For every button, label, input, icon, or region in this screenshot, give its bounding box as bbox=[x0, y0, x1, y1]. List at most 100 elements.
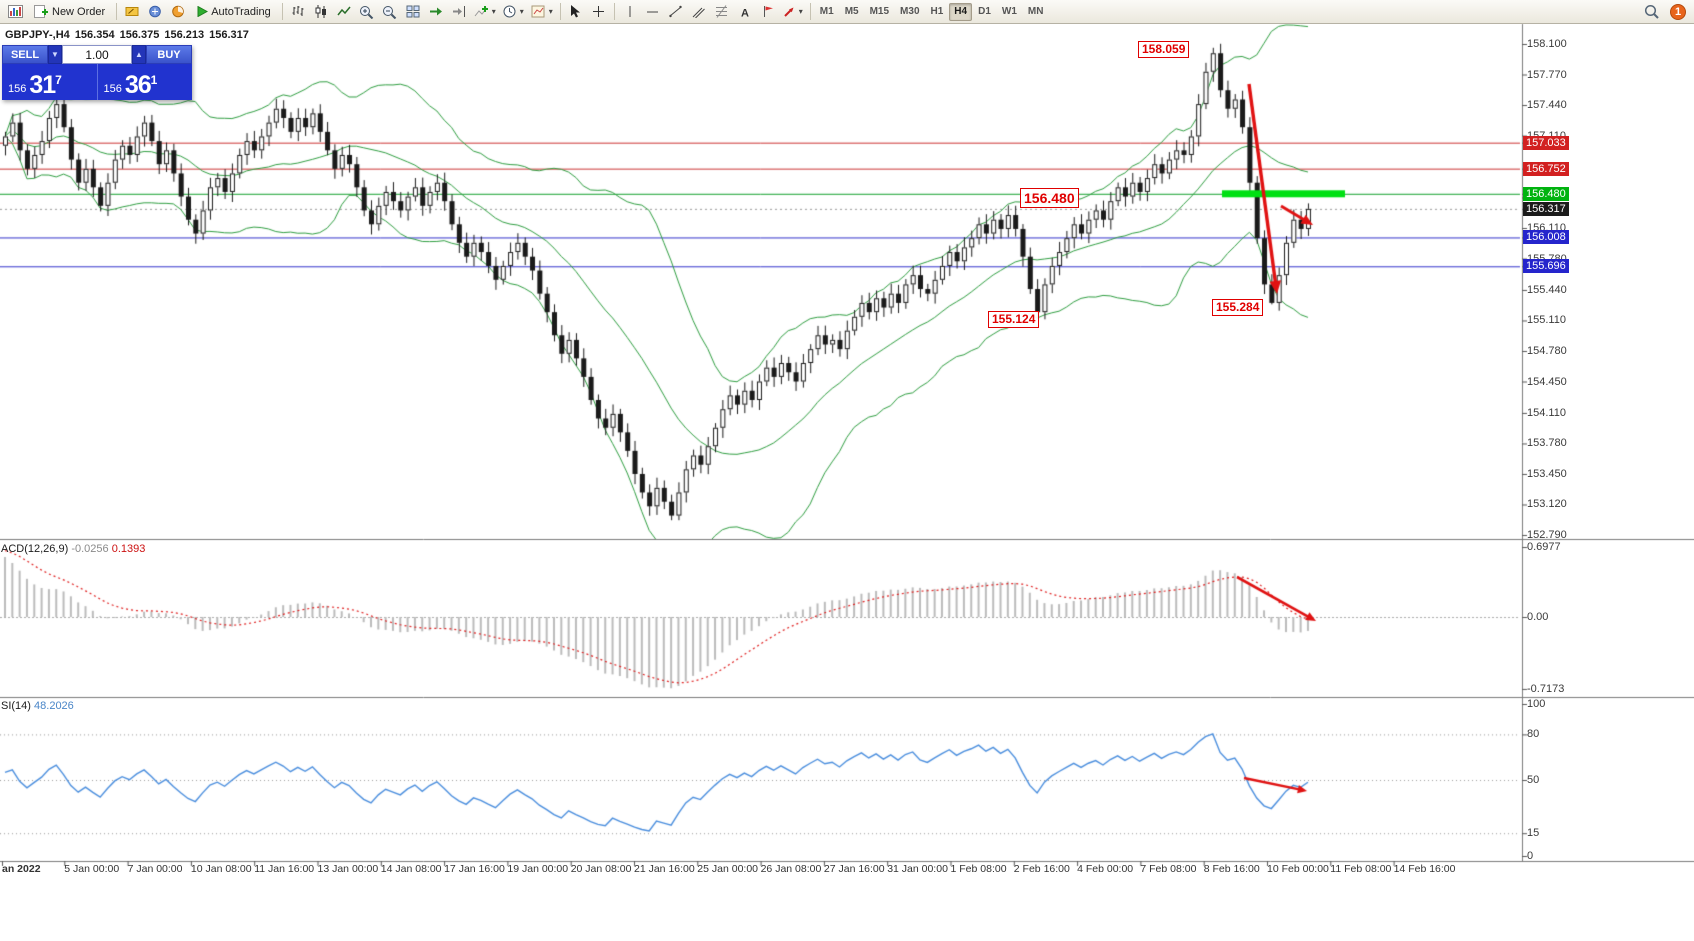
chart-ohlc-header: GBPJPY-,H4 156.354 156.375 156.213 156.317 bbox=[5, 29, 254, 41]
bid-pip: 7 bbox=[55, 73, 62, 87]
metaeditor-icon bbox=[125, 7, 139, 16]
high-value: 156.375 bbox=[119, 29, 160, 41]
toolbar-separator bbox=[613, 3, 615, 20]
price-annotation[interactable]: 155.284 bbox=[1212, 299, 1264, 316]
buy-button[interactable]: BUY bbox=[146, 45, 192, 64]
crosshair-icon bbox=[593, 6, 605, 17]
zoom-out-button[interactable] bbox=[379, 2, 401, 22]
time-axis-label: 26 Jan 08:00 bbox=[760, 863, 822, 875]
periods-button[interactable]: ▾ bbox=[500, 2, 527, 22]
line-chart-button[interactable] bbox=[333, 2, 355, 22]
strategy-tester-button[interactable] bbox=[144, 2, 166, 22]
timeframe-m15-button[interactable]: M15 bbox=[869, 5, 890, 17]
new-order-button[interactable]: New Order bbox=[27, 2, 112, 22]
one-click-trading-panel: SELL ▼ 1.00 ▲ BUY 156 31 7 156 36 1 bbox=[2, 45, 192, 100]
horizontal-line-button[interactable] bbox=[642, 2, 664, 22]
autotrading-label: AutoTrading bbox=[211, 5, 271, 18]
tile-windows-button[interactable] bbox=[402, 2, 424, 22]
time-axis-label: 7 Feb 08:00 bbox=[1140, 863, 1197, 875]
rsi-indicator-label: SI(14) 48.2026 bbox=[1, 700, 74, 712]
timeframe-h1-button[interactable]: H1 bbox=[930, 5, 944, 17]
time-axis-label: 1 Feb 08:00 bbox=[950, 863, 1007, 875]
price-annotation[interactable]: 156.480 bbox=[1020, 188, 1079, 208]
horizontal-line-icon bbox=[647, 11, 659, 12]
bar-chart-icon bbox=[292, 6, 304, 16]
indicators-icon bbox=[474, 6, 488, 17]
candlestick-chart-button[interactable] bbox=[310, 2, 332, 22]
timeframe-d1-button[interactable]: D1 bbox=[978, 5, 991, 17]
text-tool-button[interactable]: A bbox=[734, 2, 756, 22]
trendline-icon bbox=[669, 5, 682, 18]
equidistant-channel-button[interactable] bbox=[688, 2, 710, 22]
price-annotation[interactable]: 158.059 bbox=[1138, 41, 1190, 58]
price-axis-label: 153.120 bbox=[1527, 498, 1567, 511]
notification-badge[interactable]: 1 bbox=[1670, 3, 1686, 20]
options-button[interactable] bbox=[167, 2, 189, 22]
templates-icon bbox=[531, 5, 545, 18]
fibonacci-button[interactable] bbox=[711, 2, 733, 22]
time-axis-label: 17 Jan 16:00 bbox=[444, 863, 505, 875]
symbol-period-label: GBPJPY-,H4 bbox=[5, 29, 70, 41]
auto-scroll-button[interactable] bbox=[425, 2, 447, 22]
toolbar-separator bbox=[809, 3, 811, 20]
price-axis-label: 158.100 bbox=[1527, 38, 1567, 50]
zoom-in-button[interactable] bbox=[356, 2, 378, 22]
timeframe-mn-button[interactable]: MN bbox=[1027, 5, 1044, 17]
price-axis-label: 156.008 bbox=[1523, 230, 1569, 245]
text-label-button[interactable] bbox=[757, 2, 779, 22]
sell-button[interactable]: SELL bbox=[2, 45, 48, 64]
price-axis-label: 156.480 bbox=[1523, 186, 1569, 201]
rsi-axis-label: 100 bbox=[1527, 698, 1546, 710]
templates-button[interactable]: ▾ bbox=[528, 2, 556, 22]
rsi-axis-label: 0 bbox=[1527, 850, 1534, 862]
new-order-icon bbox=[34, 5, 48, 18]
trendline-button[interactable] bbox=[665, 2, 687, 22]
timeframe-m30-button[interactable]: M30 bbox=[900, 5, 920, 17]
price-axis-label: 154.780 bbox=[1527, 344, 1567, 357]
rsi-axis-label: 50 bbox=[1527, 774, 1540, 786]
time-axis-label: 19 Jan 00:00 bbox=[507, 863, 569, 875]
search-button[interactable] bbox=[1641, 2, 1663, 22]
price-axis-label: 154.110 bbox=[1527, 406, 1566, 419]
toolbar-separator bbox=[116, 3, 118, 20]
chart-shift-button[interactable] bbox=[448, 2, 470, 22]
timeframe-h4-button[interactable]: H4 bbox=[949, 2, 973, 21]
price-annotation[interactable]: 155.124 bbox=[988, 311, 1040, 328]
open-value: 156.354 bbox=[74, 29, 115, 41]
crosshair-button[interactable] bbox=[588, 2, 610, 22]
trade-panel-prices: 156 31 7 156 36 1 bbox=[2, 64, 192, 100]
volume-increase-button[interactable]: ▲ bbox=[132, 45, 146, 64]
toolbar-separator bbox=[559, 3, 561, 20]
metaeditor-button[interactable] bbox=[121, 2, 143, 22]
price-axis-label: 152.790 bbox=[1527, 528, 1567, 541]
ask-pip: 1 bbox=[150, 73, 158, 87]
price-axis-label: 155.110 bbox=[1527, 314, 1566, 327]
volume-input[interactable]: 1.00 bbox=[62, 45, 132, 64]
bid-price[interactable]: 156 31 7 bbox=[2, 64, 97, 100]
time-axis-label: 25 Jan 00:00 bbox=[697, 863, 759, 875]
price-axis-label: 156.752 bbox=[1523, 161, 1569, 176]
arrows-tool-button[interactable]: ▾ bbox=[780, 2, 806, 22]
chart-shift-icon bbox=[452, 6, 465, 17]
svg-text:A: A bbox=[741, 7, 749, 18]
price-axis-label: 157.440 bbox=[1527, 99, 1567, 112]
timeframe-w1-button[interactable]: W1 bbox=[1001, 5, 1017, 17]
ask-price[interactable]: 156 36 1 bbox=[96, 64, 192, 100]
new-chart-button[interactable] bbox=[4, 2, 26, 22]
bar-chart-button[interactable] bbox=[287, 2, 309, 22]
ask-main: 156 bbox=[103, 83, 122, 95]
vertical-line-button[interactable] bbox=[619, 2, 641, 22]
volume-decrease-button[interactable]: ▼ bbox=[48, 45, 62, 64]
vertical-line-icon bbox=[629, 6, 631, 17]
macd-axis-label: 0.00 bbox=[1527, 611, 1549, 623]
cursor-button[interactable] bbox=[565, 2, 587, 22]
chevron-down-icon: ▾ bbox=[798, 7, 803, 16]
timeframe-m1-button[interactable]: M1 bbox=[819, 5, 834, 17]
timeframe-m5-button[interactable]: M5 bbox=[844, 5, 859, 17]
indicators-button[interactable]: ▾ bbox=[471, 2, 499, 22]
autotrading-button[interactable]: AutoTrading bbox=[190, 2, 278, 22]
options-icon bbox=[172, 5, 184, 18]
time-axis-label: 2 Feb 16:00 bbox=[1013, 863, 1070, 875]
